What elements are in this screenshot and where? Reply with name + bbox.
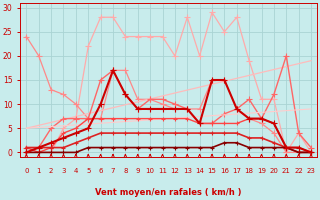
- X-axis label: Vent moyen/en rafales ( km/h ): Vent moyen/en rafales ( km/h ): [95, 188, 242, 197]
